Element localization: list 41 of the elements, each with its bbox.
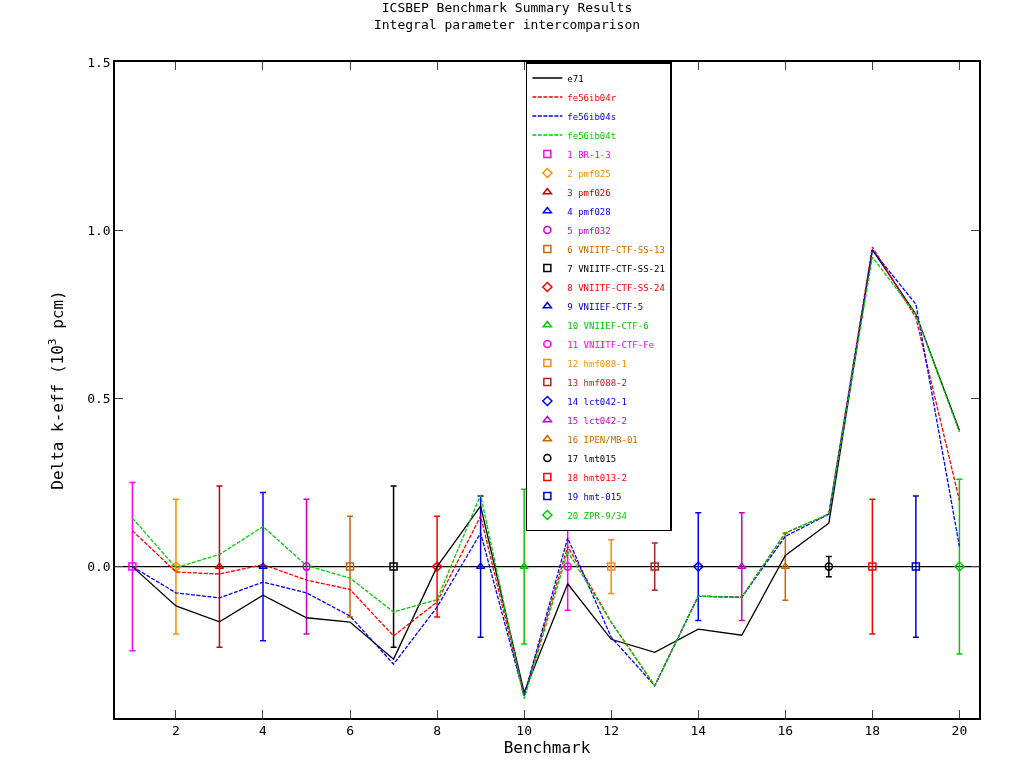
y-tick-label: 1.0 [87, 222, 111, 238]
legend-label: 18 hmt013-2 [567, 472, 627, 483]
legend-label: 2 pmf025 [567, 168, 611, 179]
legend-label: 4 pmf028 [567, 206, 611, 217]
legend-label: 6 VNIITF-CTF-SS-13 [567, 244, 665, 255]
legend-label: 20 ZPR-9/34 [567, 510, 627, 521]
x-tick-label: 10 [516, 723, 532, 739]
legend-label: 7 VNIITF-CTF-SS-21 [567, 263, 665, 274]
y-tick-label: 1.5 [87, 54, 111, 70]
x-axis-title: Benchmark [503, 738, 591, 758]
legend-label: 1 BR-1-3 [567, 149, 611, 160]
legend-label: e71 [567, 73, 584, 84]
y-tick-label: 0.0 [87, 559, 111, 575]
legend-label: 15 lct042-2 [567, 415, 627, 426]
x-tick-label: 18 [864, 723, 881, 739]
legend-label: 17 lmt015 [567, 453, 617, 464]
legend-label: 13 hmf088-2 [567, 377, 627, 388]
x-tick-label: 20 [951, 723, 968, 739]
chart-subtitle: Integral parameter intercomparison [373, 16, 641, 32]
legend-label: 3 pmf026 [567, 187, 611, 198]
legend-label: 19 hmt-015 [567, 491, 622, 502]
legend-label: fe56ib04r [567, 92, 617, 103]
x-tick-label: 12 [603, 723, 620, 739]
legend-label: 10 VNIIEF-CTF-6 [567, 320, 649, 331]
x-tick-label: 6 [346, 723, 354, 739]
legend-label: 9 VNIIEF-CTF-5 [567, 301, 644, 312]
x-tick-label: 14 [690, 723, 707, 739]
x-tick-label: 8 [433, 723, 442, 739]
legend-label: 5 pmf032 [567, 225, 611, 236]
x-tick-label: 16 [777, 723, 794, 739]
y-tick-label: 0.5 [87, 390, 111, 406]
legend-label: 12 hmf088-1 [567, 358, 627, 369]
chart-title: ICSBEP Benchmark Summary Results [381, 0, 633, 15]
x-tick-label: 4 [259, 723, 268, 739]
x-tick-label: 2 [172, 723, 180, 739]
legend-label: 8 VNIITF-CTF-SS-24 [567, 282, 665, 293]
legend-label: fe56ib04t [567, 130, 617, 141]
legend-label: 11 VNIITF-CTF-Fe [567, 339, 655, 350]
legend-label: 16 IPEN/MB-01 [567, 434, 638, 445]
legend-label: fe56ib04s [567, 111, 617, 122]
legend-label: 14 lct042-1 [567, 396, 627, 407]
